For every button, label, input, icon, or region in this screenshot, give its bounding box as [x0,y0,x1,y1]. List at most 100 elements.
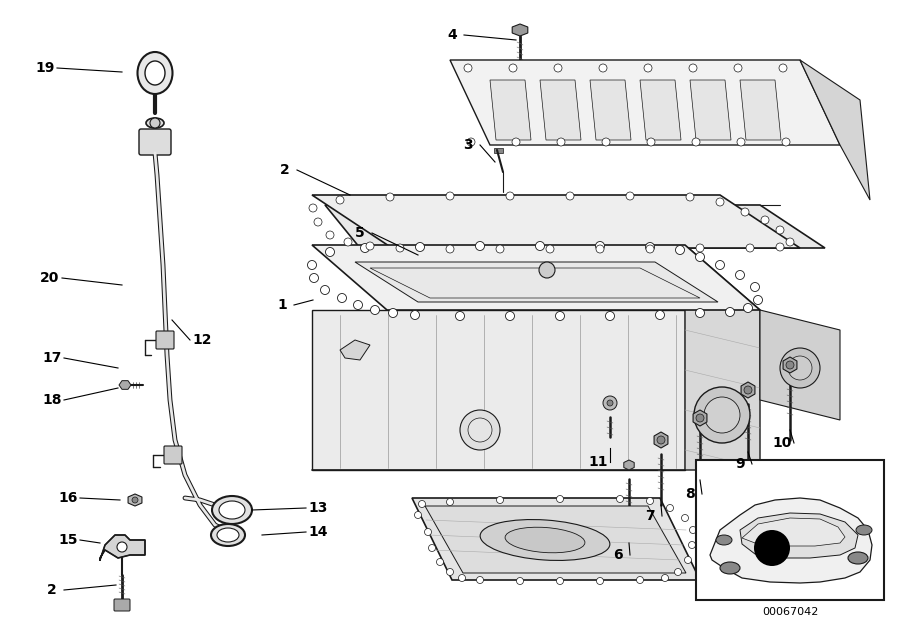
Polygon shape [760,310,840,420]
Text: 11: 11 [589,455,608,469]
Circle shape [751,283,760,291]
Circle shape [685,556,691,563]
Text: 2: 2 [280,163,290,177]
Text: 00067042: 00067042 [761,607,818,617]
Ellipse shape [211,524,245,546]
Polygon shape [512,24,527,36]
Circle shape [117,542,127,552]
Circle shape [674,568,681,575]
Circle shape [416,243,425,251]
Circle shape [689,526,697,533]
Circle shape [647,138,655,146]
Circle shape [788,356,812,380]
Circle shape [371,305,380,314]
Circle shape [696,253,705,262]
Circle shape [458,575,465,582]
Circle shape [644,64,652,72]
Circle shape [599,64,607,72]
Ellipse shape [146,118,164,128]
Circle shape [645,243,654,251]
Circle shape [688,542,696,549]
Polygon shape [740,513,858,558]
Circle shape [556,495,563,502]
Circle shape [556,577,563,584]
Circle shape [446,192,454,200]
Polygon shape [800,60,870,200]
Ellipse shape [217,528,239,542]
Circle shape [418,500,426,507]
Circle shape [754,530,790,566]
Ellipse shape [720,562,740,574]
Circle shape [415,512,421,519]
Polygon shape [412,498,700,580]
Circle shape [607,400,613,406]
Text: 4: 4 [447,28,457,42]
Circle shape [606,312,615,321]
Circle shape [692,138,700,146]
Circle shape [309,204,317,212]
Text: 14: 14 [308,525,328,539]
Circle shape [468,418,492,442]
Polygon shape [450,60,840,145]
Text: 7: 7 [645,509,655,523]
Circle shape [546,245,554,253]
Circle shape [389,309,398,318]
Text: 17: 17 [42,351,62,365]
Polygon shape [654,432,668,448]
Circle shape [741,208,749,216]
Circle shape [761,216,769,224]
Circle shape [506,192,514,200]
Text: 1: 1 [277,298,287,312]
Text: 13: 13 [309,501,328,515]
Circle shape [616,495,624,502]
Circle shape [786,361,794,369]
Circle shape [689,64,697,72]
Polygon shape [312,245,760,310]
Circle shape [150,118,160,128]
Circle shape [725,307,734,316]
Circle shape [734,64,742,72]
Circle shape [646,497,653,504]
Bar [696,460,884,600]
Circle shape [716,198,724,206]
Circle shape [428,544,436,552]
Circle shape [596,245,604,253]
Circle shape [132,497,138,503]
Circle shape [455,312,464,321]
Circle shape [517,577,524,584]
Text: 2: 2 [47,583,57,597]
Circle shape [676,246,685,255]
Circle shape [308,260,317,269]
Text: 18: 18 [42,393,62,407]
Text: 20: 20 [40,271,59,285]
Circle shape [776,226,784,234]
Polygon shape [590,80,631,140]
Circle shape [657,436,665,444]
Circle shape [386,193,394,201]
Ellipse shape [848,552,868,564]
Circle shape [506,312,515,321]
Polygon shape [540,80,581,140]
Circle shape [744,386,752,394]
Circle shape [310,274,319,283]
Circle shape [696,414,704,422]
Circle shape [753,295,762,305]
Circle shape [646,245,654,253]
Circle shape [425,528,431,535]
Circle shape [467,138,475,146]
Text: 15: 15 [58,533,77,547]
Circle shape [743,304,752,312]
Circle shape [555,312,564,321]
Circle shape [597,577,604,584]
Circle shape [704,397,740,433]
Circle shape [737,138,745,146]
Text: 19: 19 [35,61,55,75]
Circle shape [476,577,483,584]
Circle shape [460,410,500,450]
Circle shape [655,311,664,319]
Polygon shape [710,498,872,583]
Circle shape [694,387,750,443]
Circle shape [716,260,724,269]
Circle shape [396,244,404,252]
Circle shape [686,193,694,201]
